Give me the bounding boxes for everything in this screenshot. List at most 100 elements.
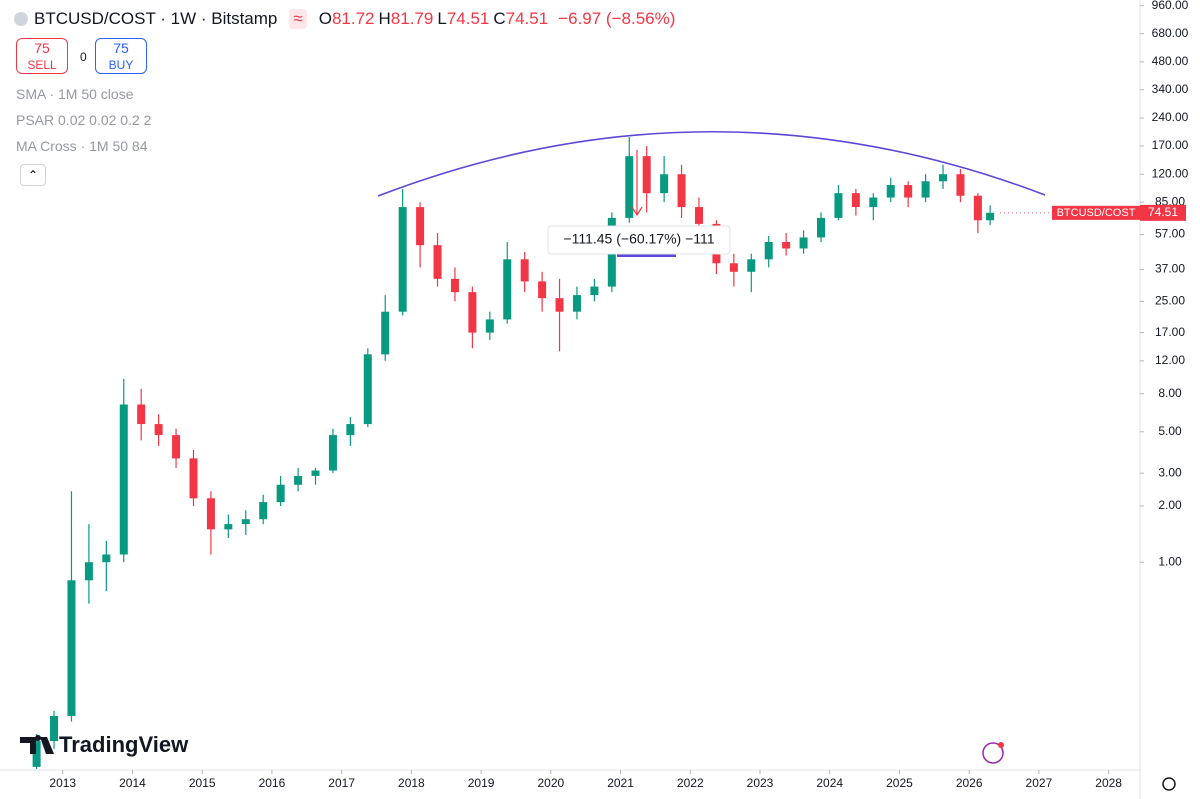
candle-body: [485, 319, 494, 333]
candle-body: [939, 174, 948, 182]
y-tick-label: 8.00: [1158, 386, 1182, 400]
candle-body: [189, 458, 198, 499]
y-tick-label: 680.00: [1152, 26, 1189, 40]
candle-body: [538, 281, 547, 299]
candle-body: [241, 519, 250, 525]
candle-body: [956, 174, 965, 196]
x-tick-label: 2027: [1026, 776, 1053, 790]
y-tick-label: 1.00: [1158, 554, 1182, 568]
ohlc: O 81.72 H 81.79 L 74.51 C 74.51: [319, 9, 552, 29]
x-tick-label: 2019: [468, 776, 495, 790]
candle-body: [986, 212, 995, 221]
ohlc-value: 74.51: [505, 9, 549, 28]
indicator[interactable]: SMA · 1M 50 close: [16, 86, 134, 102]
x-tick-label: 2015: [189, 776, 216, 790]
buy-price: 75: [113, 40, 129, 56]
candle-body: [294, 475, 303, 485]
candle-body: [921, 181, 930, 198]
candle-body: [154, 424, 163, 436]
indicator[interactable]: PSAR 0.02 0.02 0.2 2: [16, 112, 152, 128]
y-tick-label: 170.00: [1152, 138, 1189, 152]
buy-button[interactable]: 75 BUY: [95, 38, 147, 74]
candle-body: [503, 259, 512, 320]
candle-body: [328, 435, 337, 471]
candle-body: [206, 498, 215, 530]
candle-body: [642, 156, 651, 194]
candle-body: [625, 156, 634, 218]
arc-drawing: [377, 131, 1046, 197]
spread: 0: [80, 50, 87, 64]
collapse-button[interactable]: ⌃: [20, 164, 46, 186]
buy-label: BUY: [108, 58, 134, 72]
candle-body: [67, 580, 76, 716]
y-tick-label: 37.00: [1155, 262, 1185, 276]
candle-body: [172, 435, 181, 459]
x-tick-label: 2024: [816, 776, 843, 790]
settings-icon[interactable]: [1162, 777, 1176, 791]
change: −6.97 (−8.56%): [558, 9, 676, 28]
indicator[interactable]: MA Cross · 1M 50 84: [16, 138, 148, 154]
y-tick-label: 340.00: [1152, 82, 1189, 96]
y-tick-label: 2.00: [1158, 498, 1182, 512]
measure-label: −111.45 (−60.17%) −111: [563, 231, 714, 247]
symbol: BTCUSD/COST · 1W · Bitstamp: [34, 9, 278, 28]
candle-body: [450, 278, 459, 293]
candle-body: [520, 259, 529, 282]
candle-body: [572, 295, 581, 312]
x-tick-label: 2025: [886, 776, 913, 790]
candle-body: [973, 195, 982, 221]
candle-body: [886, 185, 895, 198]
y-tick-label: 12.00: [1155, 353, 1185, 367]
y-tick-label: 480.00: [1152, 54, 1189, 68]
y-tick-label: 17.00: [1155, 325, 1185, 339]
candle-body: [851, 193, 860, 208]
candle-body: [137, 404, 146, 425]
logo-text: TradingView: [59, 732, 189, 757]
candle-body: [32, 741, 41, 767]
measure-arrow-head: [631, 206, 643, 217]
last-price-box: [1140, 204, 1186, 221]
x-tick-label: 2014: [119, 776, 146, 790]
candle-body: [677, 174, 686, 208]
candle-body: [398, 207, 407, 312]
candle-body: [764, 241, 773, 260]
y-tick-label: 120.00: [1152, 166, 1189, 180]
y-tick-label: 3.00: [1158, 465, 1182, 479]
candle-body: [433, 245, 442, 279]
x-tick-label: 2016: [259, 776, 286, 790]
news-icon[interactable]: [982, 742, 1004, 764]
sell-label: SELL: [27, 58, 57, 72]
last-price-label: 74.51: [1148, 205, 1178, 219]
x-tick-label: 2020: [537, 776, 564, 790]
candle-body: [224, 524, 233, 530]
ohlc-key: H: [378, 9, 391, 28]
news-dot: [998, 742, 1004, 748]
x-tick-label: 2026: [956, 776, 983, 790]
compare-icon[interactable]: ≈: [289, 9, 307, 29]
x-tick-label: 2021: [607, 776, 634, 790]
candle-body: [747, 259, 756, 272]
candle-body: [817, 217, 826, 238]
sell-button[interactable]: 75 SELL: [16, 38, 68, 74]
y-tick-label: 5.00: [1158, 424, 1182, 438]
candle-body: [729, 263, 738, 272]
x-tick-label: 2023: [747, 776, 774, 790]
y-tick-label: 240.00: [1152, 110, 1189, 124]
last-price-name: BTCUSD/COST: [1057, 207, 1136, 219]
candle-body: [311, 470, 320, 476]
ohlc-key: O: [318, 9, 332, 28]
candle-body: [276, 484, 285, 503]
header: BTCUSD/COST · 1W · Bitstamp ≈ O 81.72 H 81.…: [14, 9, 675, 29]
x-tick-label: 2028: [1095, 776, 1122, 790]
candle-body: [590, 286, 599, 296]
y-tick-label: 25.00: [1155, 294, 1185, 308]
candles: [32, 136, 995, 769]
x-tick-label: 2022: [677, 776, 704, 790]
ohlc-value: 81.72: [331, 9, 375, 28]
candle-body: [834, 193, 843, 218]
y-tick-label: 57.00: [1155, 227, 1185, 241]
candle-body: [50, 715, 59, 742]
candle-body: [84, 562, 93, 581]
